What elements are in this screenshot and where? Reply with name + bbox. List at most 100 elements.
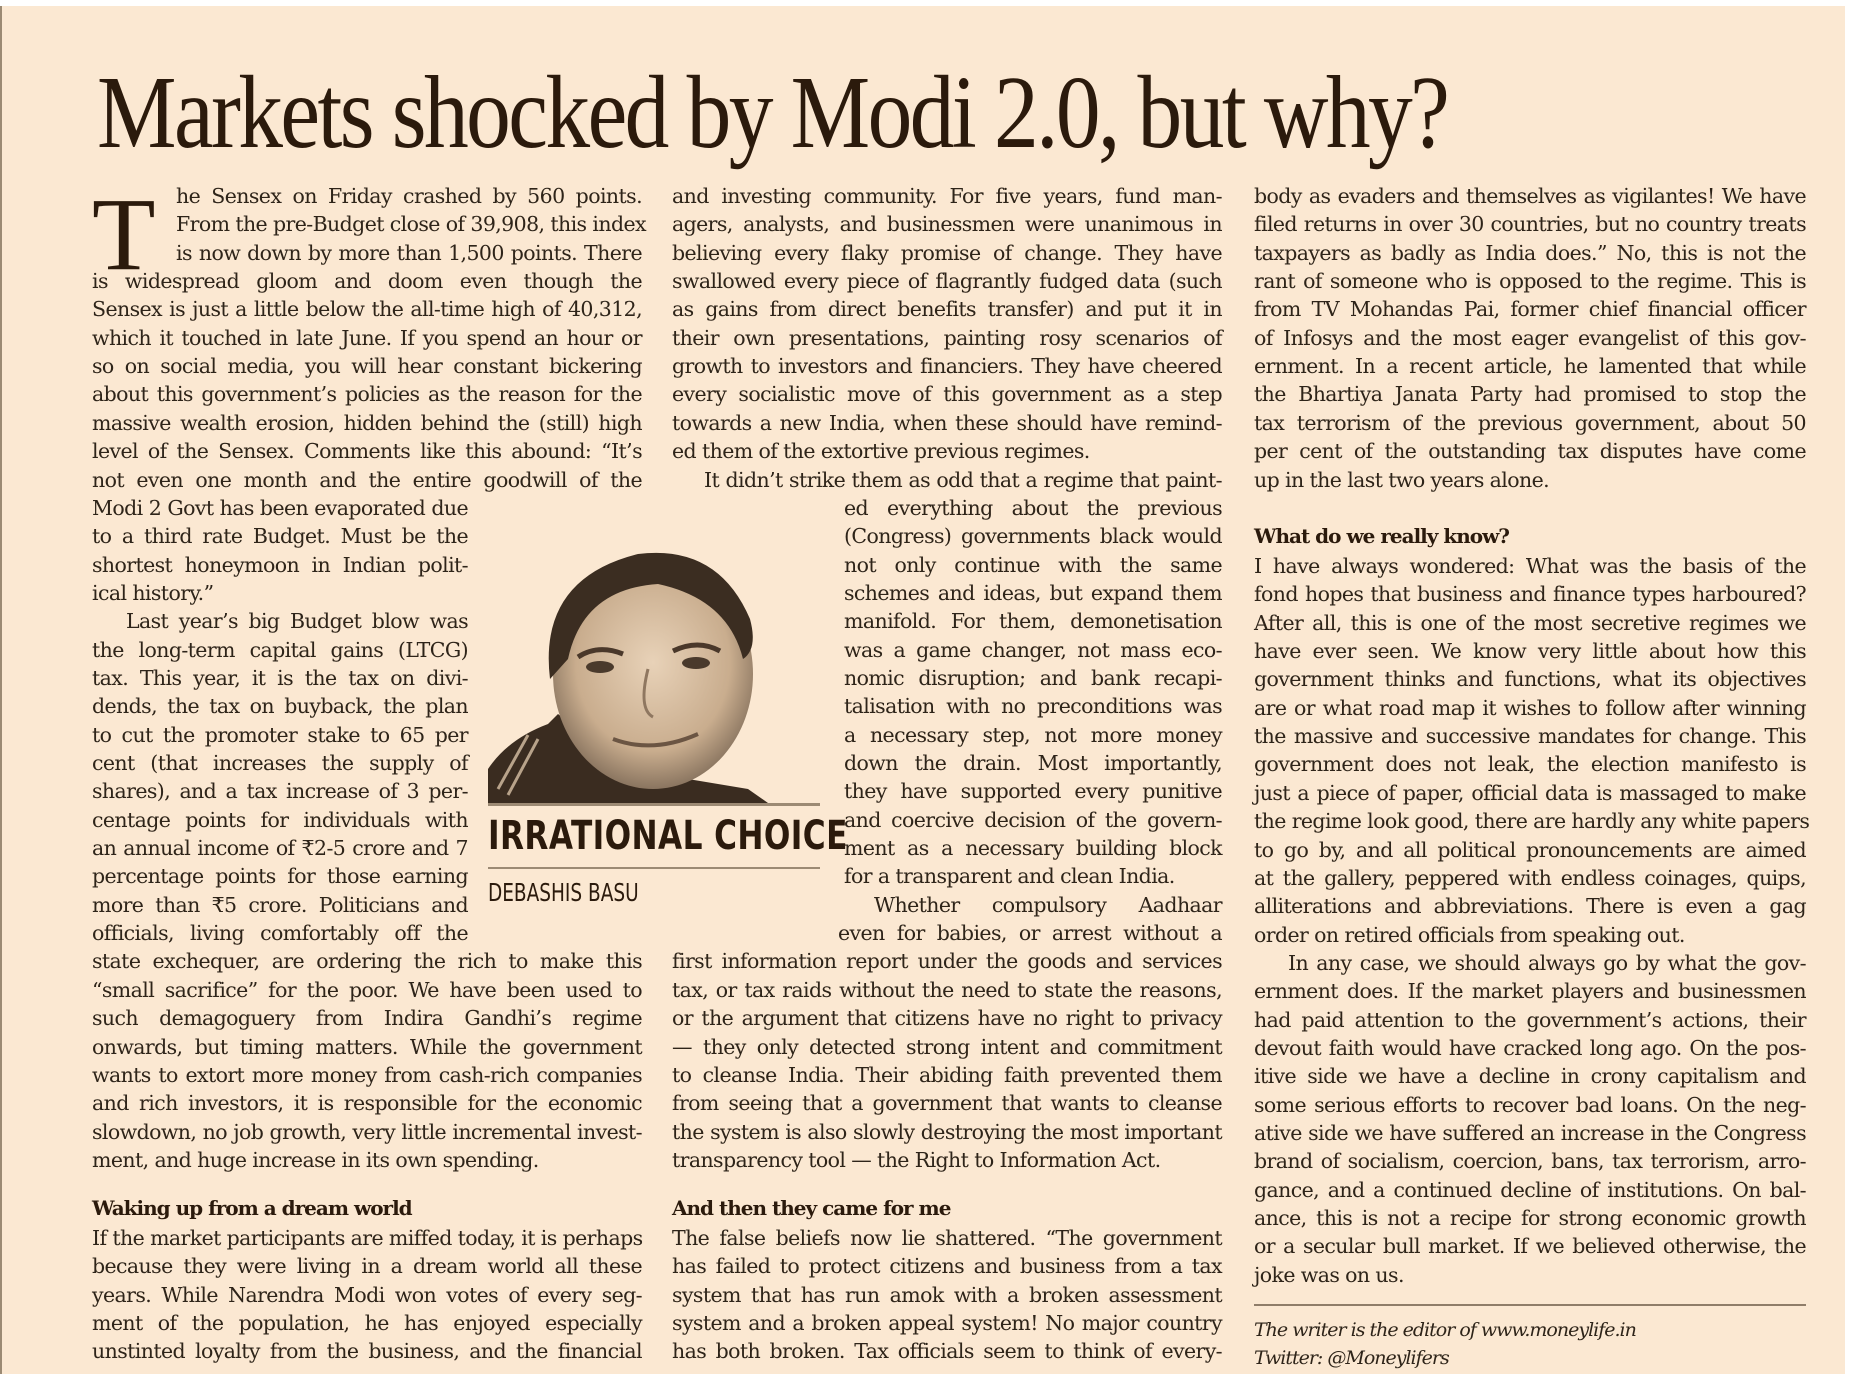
article-line: to a third rate Budget. Must be the <box>92 524 469 549</box>
article-line: level of the Sensex. Comments like this … <box>92 439 643 464</box>
article-line: of Infosys and the most eager evangelist… <box>1254 325 1807 350</box>
photo-bottom-rule <box>488 803 820 806</box>
headline: Markets shocked by Modi 2.0, but why? <box>97 55 1450 170</box>
article-line: Whether compulsory Aadhaar <box>874 892 1223 917</box>
article-line: manifold. For them, demonetisation <box>844 609 1223 634</box>
article-line: shares), and a tax increase of 3 per- <box>92 779 469 804</box>
article-line: or the argument that citizens have no ri… <box>672 1006 1223 1031</box>
article-line: In any case, we should always go by what… <box>1288 950 1807 975</box>
article-line: ment of the population, he has enjoyed e… <box>92 1311 643 1336</box>
article-line: transparency tool — the Right to Informa… <box>672 1147 1161 1172</box>
article-line: towards a new India, when these should h… <box>672 410 1223 435</box>
article-line: a necessary step, not more money <box>844 722 1223 747</box>
article-line: officials, living comfortably off the <box>92 921 469 946</box>
article-line: cent (that increases the supply of <box>92 751 469 775</box>
article-line: even for babies, or arrest without a <box>838 921 1223 946</box>
article-line: percentage points for those earning <box>92 864 469 889</box>
article-line: government does not leak, the election m… <box>1254 752 1807 777</box>
article-line: up in the last two years alone. <box>1254 467 1550 492</box>
article-line: to go by, and all political pronouncemen… <box>1254 837 1807 862</box>
article-line: schemes and ideas, but expand them <box>844 580 1223 605</box>
article-line: devout faith would have cracked long ago… <box>1254 1035 1807 1060</box>
article-line: and coercive decision of the govern- <box>844 807 1223 832</box>
article-line: first information report under the goods… <box>672 949 1223 974</box>
article-line: It didn’t strike them as odd that a regi… <box>704 467 1223 492</box>
writer-note: The writer is the editor of www.moneylif… <box>1254 1319 1637 1341</box>
article-line: the system is also slowly destroying the… <box>672 1119 1223 1144</box>
article-line: and investing community. For five years,… <box>672 184 1223 208</box>
article-line: If the market participants are miffed to… <box>92 1226 643 1250</box>
article-line: believing every flaky promise of change.… <box>672 240 1223 265</box>
article-line: massive wealth erosion, hidden behind th… <box>92 410 643 435</box>
article-line: swallowed every piece of flagrantly fudg… <box>672 269 1223 294</box>
article-line: itive side we have a decline in crony ca… <box>1254 1064 1807 1089</box>
article-line: an annual income of ₹2-5 crore and 7 <box>92 836 469 861</box>
article-line: From the pre-Budget close of 39,908, thi… <box>176 212 647 237</box>
article-line: (Congress) governments black would <box>844 524 1223 549</box>
article-line: not only continue with the same <box>844 552 1223 577</box>
article-line: slowdown, no job growth, very little inc… <box>92 1119 643 1144</box>
article-line: The false beliefs now lie shattered. “Th… <box>672 1226 1223 1250</box>
article-line: the Bhartiya Janata Party had promised t… <box>1254 382 1807 407</box>
article-line: “small sacrifice” for the poor. We have … <box>92 977 643 1002</box>
article-line: they have supported every punitive <box>844 779 1223 804</box>
article-line: system and a broken appeal system! No ma… <box>672 1311 1223 1336</box>
article-line: about this government’s policies as the … <box>92 382 643 407</box>
article-line: or a secular bull market. If we believed… <box>1254 1234 1807 1259</box>
article-line: was a game changer, not mass eco- <box>844 637 1223 662</box>
article-line: ative side we have suffered an increase … <box>1254 1121 1807 1145</box>
article-line: which it touched in late June. If you sp… <box>92 325 643 350</box>
article-line: dends, the tax on buyback, the plan <box>92 694 469 719</box>
article-line: system that has run amok with a broken a… <box>672 1282 1223 1307</box>
column-title: IRRATIONAL CHOICE <box>488 813 848 859</box>
article-line: some serious efforts to recover bad loan… <box>1254 1092 1807 1117</box>
article-line: ernment does. If the market players and … <box>1254 979 1807 1004</box>
article-line: has failed to protect citizens and busin… <box>672 1254 1223 1279</box>
article-line: have ever seen. We know very little abou… <box>1254 639 1807 664</box>
article-line: rant of someone who is opposed to the re… <box>1254 269 1807 294</box>
article-line: as gains from direct benefits transfer) … <box>672 297 1223 322</box>
article-line: fond hopes that business and finance typ… <box>1254 582 1807 607</box>
article-line: talisation with no preconditions was <box>844 694 1223 719</box>
article-line: government thinks and functions, what it… <box>1254 667 1807 692</box>
article-line: tax, or tax raids without the need to st… <box>672 977 1223 1002</box>
article-line: I have always wondered: What was the bas… <box>1254 554 1807 578</box>
article-line: such demagoguery from Indira Gandhi’s re… <box>92 1006 643 1031</box>
article-line: unstinted loyalty from the business, and… <box>92 1339 643 1364</box>
article-line: the massive and successive mandates for … <box>1254 724 1807 749</box>
article-line: to cleanse India. Their abiding faith pr… <box>672 1062 1223 1087</box>
article-line: from TV Mohandas Pai, former chief finan… <box>1254 297 1807 322</box>
article-line: wants to extort more money from cash-ric… <box>92 1062 643 1087</box>
article-line: agers, analysts, and businessmen were un… <box>672 212 1223 237</box>
section-subhead: And then they came for me <box>672 1196 951 1220</box>
author-portrait-icon <box>488 552 768 803</box>
article-line: Modi 2 Govt has been evaporated due <box>92 495 469 520</box>
article-line: down the drain. Most importantly, <box>844 751 1223 775</box>
article-line: has both broken. Tax officials seem to t… <box>672 1339 1223 1364</box>
article-line: ical history.” <box>92 580 214 605</box>
article-line: ance, this is not a recipe for strong ec… <box>1254 1206 1807 1231</box>
title-rule <box>488 867 820 869</box>
article-line: After all, this is one of the most secre… <box>1254 610 1807 635</box>
article-line: shortest honeymoon in Indian polit- <box>92 552 469 577</box>
section-subhead: What do we really know? <box>1254 524 1510 548</box>
article-line: ment, and huge increase in its own spend… <box>92 1147 539 1172</box>
article-line: nomic disruption; and bank recapi- <box>844 665 1223 690</box>
article-line: alliterations and abbreviations. There i… <box>1254 894 1807 919</box>
article-line: growth to investors and financiers. They… <box>672 354 1223 379</box>
article-line: ed everything about the previous <box>844 495 1223 520</box>
article-line: at the gallery, peppered with endless co… <box>1254 865 1807 890</box>
article-line: is widespread gloom and doom even though… <box>92 269 643 294</box>
article-line: to cut the promoter stake to 65 per <box>92 722 469 747</box>
article-line: centage points for individuals with <box>92 807 469 832</box>
article-line: ed them of the extortive previous regime… <box>672 439 1090 464</box>
article-line: years. While Narendra Modi won votes of … <box>92 1282 643 1307</box>
article-line: body as evaders and themselves as vigila… <box>1254 184 1807 208</box>
article-line: from seeing that a government that wants… <box>672 1091 1223 1116</box>
article-line: gance, and a continued decline of instit… <box>1254 1177 1807 1202</box>
article-line: taxpayers as badly as India does.” No, t… <box>1254 240 1807 265</box>
article-line: Sensex is just a little below the all-ti… <box>92 297 643 322</box>
article-line: had paid attention to the government’s a… <box>1254 1007 1807 1032</box>
drop-cap: T <box>92 177 156 292</box>
article-line: order on retired officials from speaking… <box>1254 922 1685 947</box>
